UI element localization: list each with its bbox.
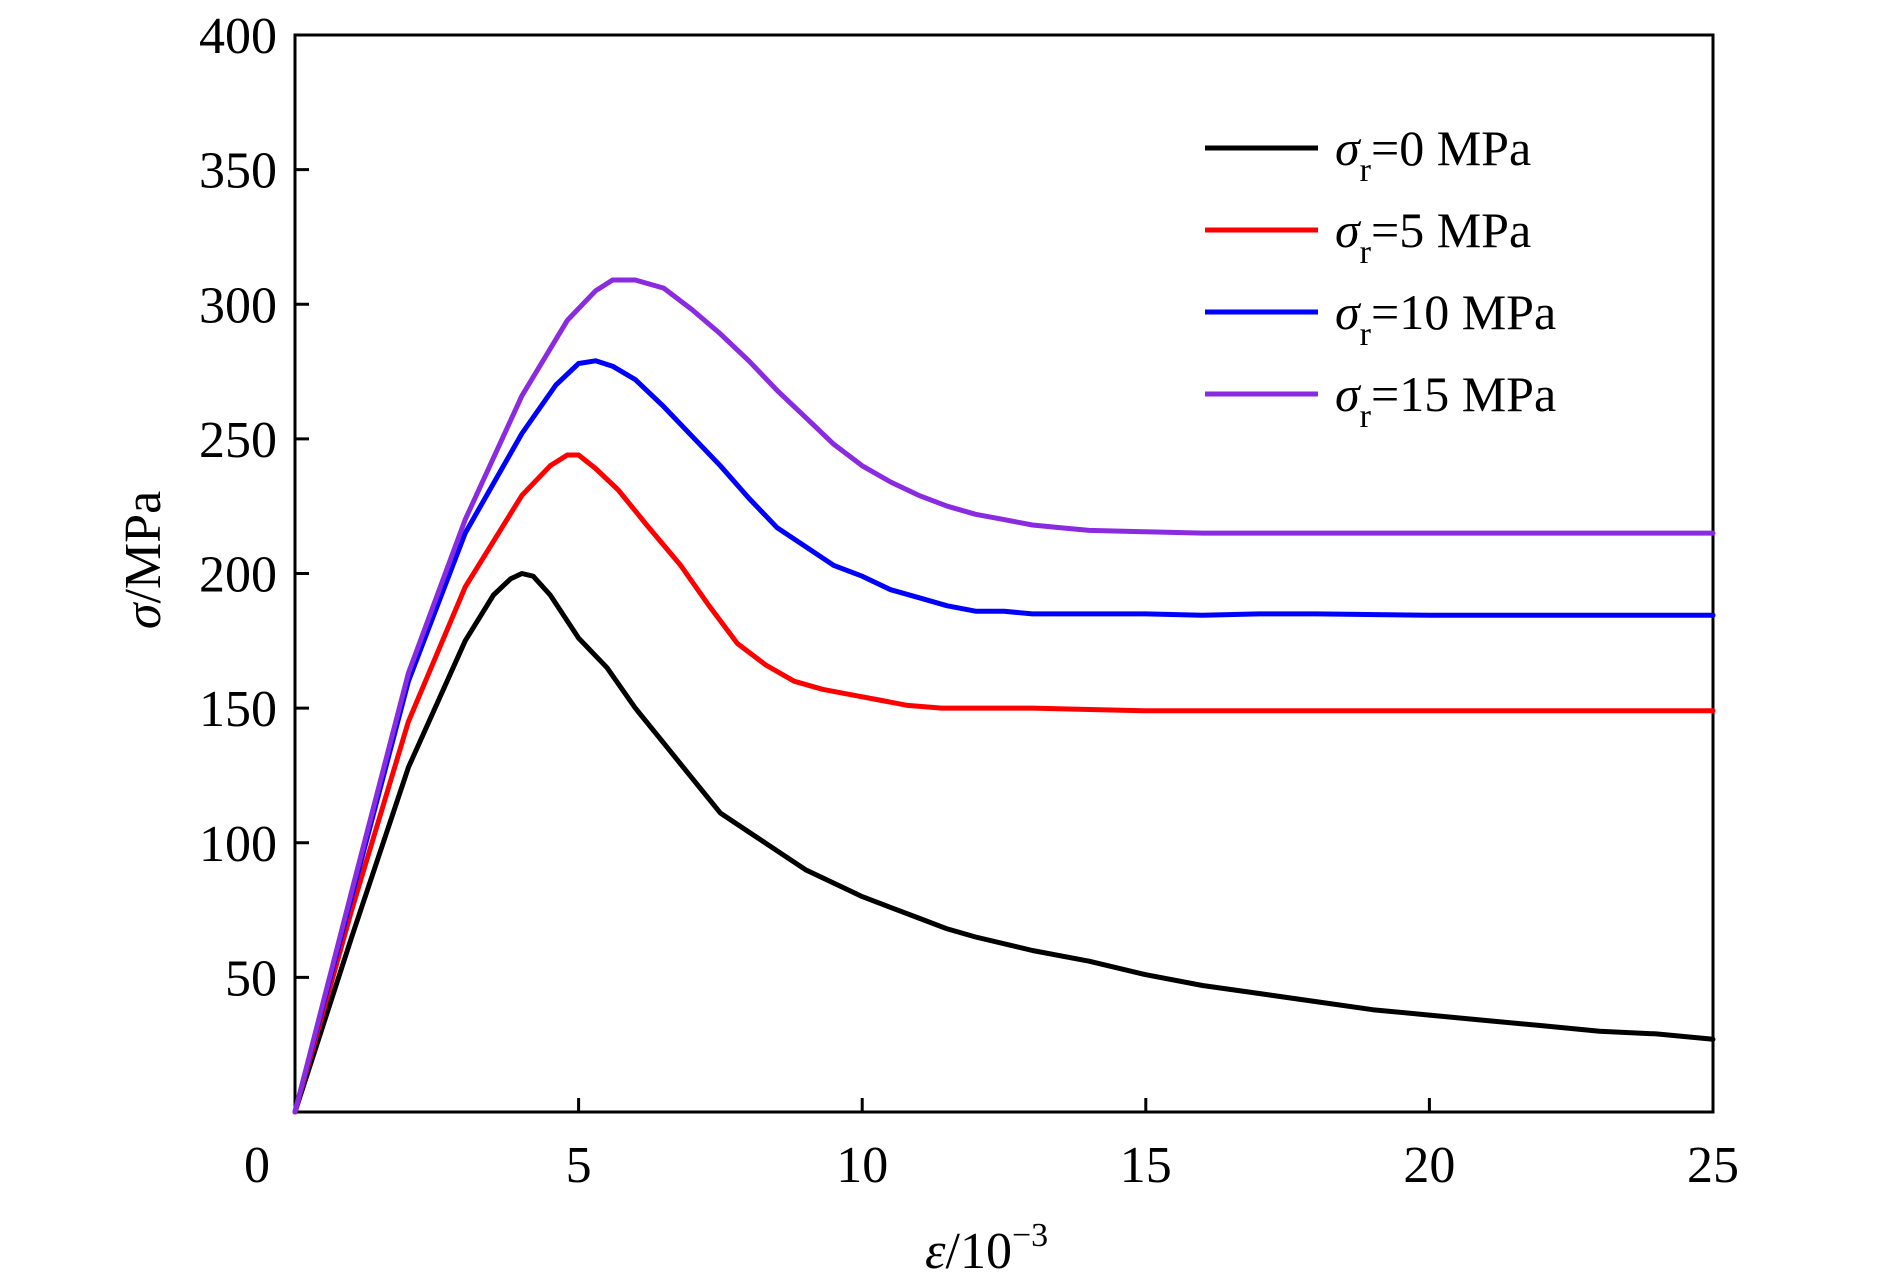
y-tick-label: 100 [199,816,277,873]
x-axis-symbol: ε [925,1223,946,1280]
legend-label: =5 MPa [1371,202,1531,258]
y-axis-symbol: σ [115,601,172,629]
legend-subscript: r [1360,234,1372,271]
x-axis-title: ε/10−3 [925,1217,1048,1280]
legend-symbol: σ [1335,284,1362,340]
y-tick-label: 200 [199,547,277,604]
x-axis-exponent: −3 [1012,1217,1048,1254]
y-axis-ticks: 50 100 150 200 250 300 350 400 [199,8,309,1007]
x-tick-label: 15 [1120,1137,1172,1194]
y-axis-unit: /MPa [115,491,172,604]
legend-entry-1: σr=5 MPa [1335,202,1531,271]
legend-label: =15 MPa [1371,366,1556,422]
series-lines [292,277,1716,1115]
legend-label: =0 MPa [1371,120,1531,176]
x-tick-label: 10 [836,1137,888,1194]
x-axis-ticks: 0 5 10 15 20 25 [244,1098,1739,1194]
x-tick-label: 5 [566,1137,592,1194]
x-tick-label: 20 [1403,1137,1455,1194]
y-tick-label: 300 [199,277,277,334]
legend-label: =10 MPa [1371,284,1556,340]
y-tick-label: 150 [199,681,277,738]
legend-subscript: r [1360,398,1372,435]
legend-subscript: r [1360,316,1372,353]
x-tick-label: 25 [1687,1137,1739,1194]
series-line-2 [292,358,1716,1115]
y-tick-label: 50 [225,950,277,1007]
legend-entry-2: σr=10 MPa [1335,284,1556,353]
series-line-0 [292,571,1716,1115]
y-axis-title: σ/MPa [115,491,172,629]
legend-symbol: σ [1335,202,1362,258]
y-tick-label: 350 [199,143,277,200]
legend-symbol: σ [1335,120,1362,176]
legend-subscript: r [1360,152,1372,189]
legend-entry-3: σr=15 MPa [1335,366,1556,435]
plot-frame [293,33,1715,1114]
x-axis-unit: /10 [946,1223,1012,1280]
y-tick-label: 250 [199,412,277,469]
series-line-1 [292,452,1716,1115]
x-tick-label: 0 [244,1137,270,1194]
legend-entry-0: σr=0 MPa [1335,120,1531,189]
series-line-3 [292,277,1716,1115]
legend-symbol: σ [1335,366,1362,422]
y-tick-label: 400 [199,8,277,65]
